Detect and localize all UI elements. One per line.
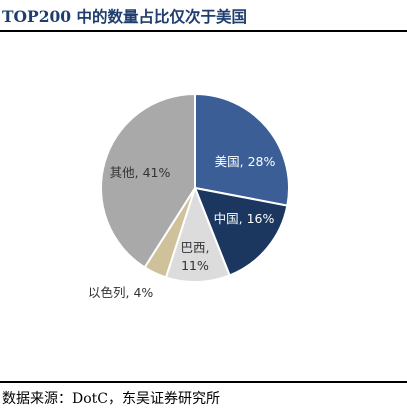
- slice-label-中国: 中国, 16%: [214, 211, 275, 226]
- pie-slice-巴西: [164, 185, 231, 283]
- slice-label-其他: 其他, 41%: [110, 165, 171, 180]
- pie-slice-其他: [100, 92, 196, 269]
- slice-label-巴西: 巴西, 11%: [181, 240, 210, 273]
- title-divider: [0, 30, 407, 32]
- source-divider: [0, 381, 407, 383]
- pie-chart: 美国, 28% 中国, 16% 巴西, 11% 以色列, 4% 其他, 41%: [88, 92, 290, 300]
- source-note: 数据来源：DotC，东吴证券研究所: [2, 391, 220, 407]
- pie-slice-中国: [193, 186, 289, 277]
- pie-slice-美国: [194, 92, 290, 207]
- slice-label-以色列: 以色列, 4%: [88, 285, 153, 300]
- chart-title: TOP200 中的数量占比仅次于美国: [2, 7, 247, 26]
- slice-label-美国: 美国, 28%: [215, 154, 276, 169]
